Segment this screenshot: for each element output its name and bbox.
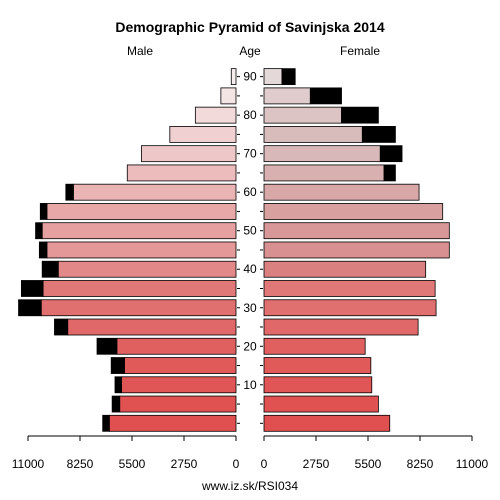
female-bar: [263, 203, 444, 220]
female-x-tick-label: 11000: [456, 457, 489, 471]
male-excess-bar: [111, 395, 121, 413]
female-bar: [263, 414, 391, 432]
female-bar: [263, 183, 420, 201]
male-bars: [18, 68, 237, 432]
male-bar: [116, 337, 237, 355]
male-excess-bar: [65, 183, 74, 201]
male-excess-bar: [35, 222, 43, 240]
x-axes: 11000 8250 5500 2750 0 0 2750 5500 8250 11000: [12, 435, 489, 471]
male-bar: [230, 68, 237, 86]
age-tick-label: 60: [243, 185, 257, 199]
female-excess-bar: [379, 145, 403, 163]
male-excess-bar: [114, 376, 123, 394]
male-bar: [119, 395, 237, 413]
male-excess-bar: [18, 299, 42, 317]
female-excess-bar: [341, 106, 379, 124]
female-bar: [263, 357, 372, 374]
female-bar: [263, 376, 373, 394]
male-bar: [72, 183, 237, 201]
female-bar: [263, 395, 379, 413]
female-bar: [263, 68, 283, 86]
male-bar: [169, 126, 237, 143]
male-excess-bar: [39, 203, 48, 220]
male-label: Male: [127, 44, 153, 58]
male-excess-bar: [20, 280, 44, 297]
female-excess-bar: [361, 126, 396, 143]
male-bar: [46, 203, 237, 220]
male-excess-bar: [38, 241, 48, 259]
age-axis: 10 20 30 40 50 60 70 80 90: [237, 70, 263, 424]
male-x-tick-label: 8250: [67, 457, 94, 471]
female-bars: [263, 68, 450, 432]
female-excess-bar: [309, 87, 342, 105]
female-bar: [263, 318, 419, 336]
male-x-tick-label: 11000: [12, 457, 45, 471]
male-bar: [220, 87, 237, 105]
male-excess-bar: [41, 260, 59, 278]
female-excess-bar: [281, 68, 296, 86]
age-tick-label: 30: [243, 301, 257, 315]
female-x-tick-label: 5500: [355, 457, 382, 471]
male-excess-bar: [54, 318, 69, 336]
female-x-tick-label: 8250: [407, 457, 434, 471]
female-bar: [263, 260, 427, 278]
male-bar: [40, 299, 237, 317]
male-bar: [126, 164, 237, 182]
male-bar: [141, 145, 237, 163]
source-label: www.iz.sk/RSI034: [201, 479, 298, 493]
female-bar: [263, 299, 437, 317]
age-label: Age: [239, 44, 261, 58]
male-x-tick-label: 2750: [171, 457, 198, 471]
female-bar: [263, 87, 311, 105]
male-bar: [41, 222, 237, 240]
female-bar: [263, 222, 450, 240]
female-label: Female: [340, 44, 380, 58]
male-excess-bar: [96, 337, 118, 355]
male-x-tick-label: 0: [233, 457, 240, 471]
female-bar: [263, 164, 385, 182]
male-bar: [67, 318, 237, 336]
female-bar: [263, 145, 381, 163]
chart-title: Demographic Pyramid of Savinjska 2014: [115, 19, 384, 35]
age-tick-label: 40: [243, 262, 257, 276]
male-bar: [124, 357, 237, 374]
male-x-tick-label: 5500: [119, 457, 146, 471]
male-excess-bar: [110, 357, 125, 374]
male-excess-bar: [102, 414, 110, 432]
age-tick-label: 20: [243, 339, 257, 353]
female-bar: [263, 337, 366, 355]
age-tick-label: 50: [243, 224, 257, 238]
age-tick-label: 10: [243, 378, 257, 392]
male-bar: [46, 241, 237, 259]
age-tick-label: 90: [243, 70, 257, 84]
female-excess-bar: [383, 164, 396, 182]
male-bar: [42, 280, 237, 297]
male-bar: [108, 414, 237, 432]
age-tick-label: 70: [243, 147, 257, 161]
female-bar: [263, 126, 363, 143]
female-bar: [263, 280, 436, 297]
female-x-tick-label: 2750: [303, 457, 330, 471]
female-bar: [263, 241, 450, 259]
male-bar: [194, 106, 237, 124]
male-bar: [121, 376, 237, 394]
female-bar: [263, 106, 342, 124]
male-bar: [57, 260, 237, 278]
age-tick-label: 80: [243, 108, 257, 122]
female-x-tick-label: 0: [261, 457, 268, 471]
